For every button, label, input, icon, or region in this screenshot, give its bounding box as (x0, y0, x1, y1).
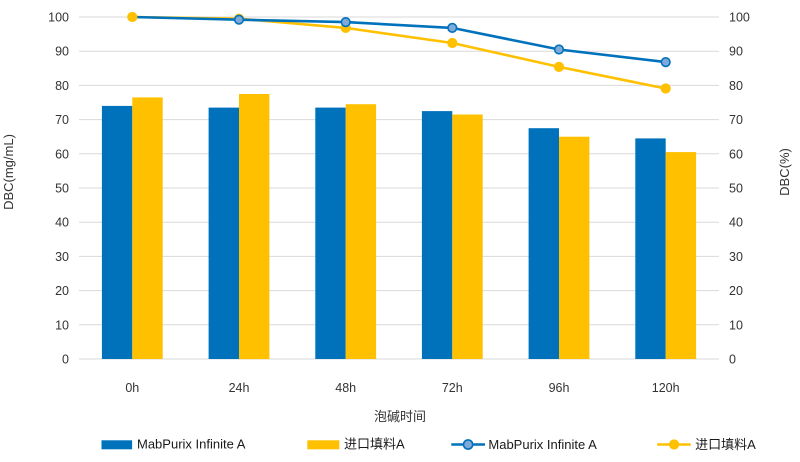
svg-text:80: 80 (55, 79, 69, 93)
svg-text:DBC(mg/mL): DBC(mg/mL) (1, 134, 16, 210)
svg-text:60: 60 (55, 147, 69, 161)
svg-text:48h: 48h (335, 381, 356, 395)
svg-text:0: 0 (62, 353, 69, 367)
svg-text:20: 20 (55, 284, 69, 298)
svg-text:0h: 0h (125, 381, 139, 395)
svg-text:70: 70 (729, 113, 743, 127)
svg-text:80: 80 (729, 79, 743, 93)
svg-text:100: 100 (48, 11, 69, 25)
svg-text:120h: 120h (652, 381, 680, 395)
svg-text:10: 10 (55, 318, 69, 332)
svg-text:MabPurix Infinite A: MabPurix Infinite A (137, 436, 246, 451)
svg-text:100: 100 (729, 11, 750, 25)
svg-text:70: 70 (55, 113, 69, 127)
svg-text:进口填料A: 进口填料A (344, 436, 405, 451)
svg-text:50: 50 (729, 182, 743, 196)
svg-text:进口填料A: 进口填料A (695, 437, 756, 452)
svg-text:MabPurix Infinite A: MabPurix Infinite A (488, 437, 597, 452)
svg-text:90: 90 (55, 45, 69, 59)
svg-text:0: 0 (729, 353, 736, 367)
svg-text:30: 30 (55, 250, 69, 264)
svg-text:24h: 24h (229, 381, 250, 395)
svg-text:泡碱时间: 泡碱时间 (374, 409, 426, 424)
svg-text:90: 90 (729, 45, 743, 59)
svg-text:40: 40 (55, 216, 69, 230)
svg-text:60: 60 (729, 147, 743, 161)
svg-text:30: 30 (729, 250, 743, 264)
svg-text:40: 40 (729, 216, 743, 230)
svg-text:72h: 72h (442, 381, 463, 395)
svg-text:10: 10 (729, 318, 743, 332)
svg-text:50: 50 (55, 182, 69, 196)
svg-text:20: 20 (729, 284, 743, 298)
svg-text:96h: 96h (549, 381, 570, 395)
svg-text:DBC(%): DBC(%) (777, 148, 792, 196)
